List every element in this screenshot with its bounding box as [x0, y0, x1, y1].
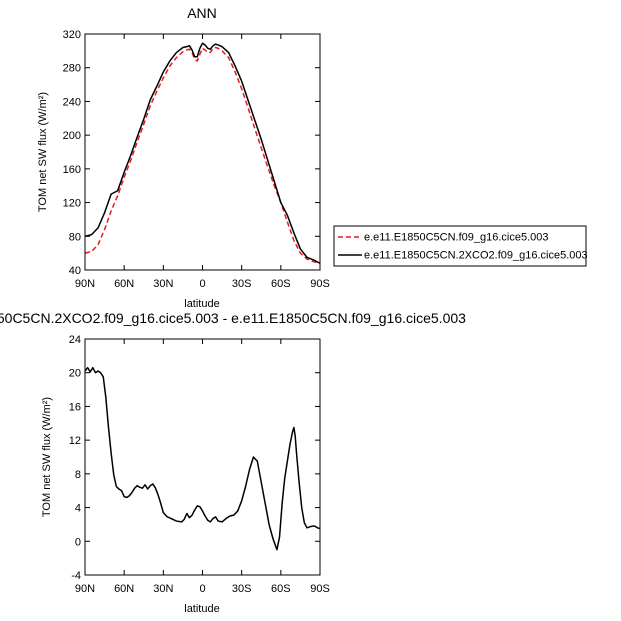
top-x-tick-label: 0: [199, 278, 205, 290]
bottom-y-tick-label: 24: [69, 334, 81, 346]
bottom-x-axis-label: latitude: [184, 603, 219, 615]
legend-label-series-1: e.e11.E1850C5CN.f09_g16.cice5.003: [364, 232, 549, 244]
bottom-y-tick-label: -4: [71, 570, 81, 582]
top-y-tick-label: 160: [63, 164, 81, 176]
top-ticks: 90N 60N 30N 0 30S 60S 90S 40 80 120 160 200 240 280 32…: [63, 29, 330, 290]
top-panel: ANN 90N 60N 30N 0 30S 60S 90S 40 80 120 160 200 240 2…: [37, 5, 330, 310]
top-x-tick-label: 60N: [114, 278, 134, 290]
bottom-x-tick-label: 90S: [310, 583, 330, 595]
top-y-tick-label: 280: [63, 63, 81, 75]
bottom-x-tick-label: 60N: [114, 583, 134, 595]
bottom-series-line-1: [84, 366, 321, 551]
bottom-y-axis-label: TOM net SW flux (W/m²): [41, 397, 53, 517]
top-y-tick-label: 40: [69, 265, 81, 277]
top-y-axis-label: TOM net SW flux (W/m²): [37, 92, 49, 212]
bottom-chart-title: e.e11.E1850C5CN.2XCO2.f09_g16.cice5.003 …: [0, 310, 466, 326]
bottom-panel: e.e11.E1850C5CN.2XCO2.f09_g16.cice5.003 …: [0, 310, 466, 615]
top-y-tick-label: 200: [63, 130, 81, 142]
top-y-tick-label: 320: [63, 29, 81, 41]
bottom-x-tick-label: 30N: [153, 583, 173, 595]
bottom-y-tick-label: 16: [69, 401, 81, 413]
bottom-ticks: 90N 60N 30N 0 30S 60S 90S -4 0 4 8 12 16 20 24: [69, 334, 330, 595]
bottom-y-tick-label: 0: [75, 536, 81, 548]
bottom-y-tick-label: 20: [69, 368, 81, 380]
bottom-y-tick-label: 4: [75, 503, 81, 515]
top-series-line-1: [84, 46, 321, 264]
bottom-x-tick-label: 30S: [232, 583, 252, 595]
top-y-tick-label: 120: [63, 198, 81, 210]
bottom-series-group: [84, 366, 321, 551]
top-x-tick-label: 90S: [310, 278, 330, 290]
bottom-x-tick-label: 90N: [75, 583, 95, 595]
top-plot-frame: [84, 33, 321, 271]
top-x-tick-label: 30S: [232, 278, 252, 290]
top-x-tick-label: 60S: [271, 278, 291, 290]
top-x-tick-label: 90N: [75, 278, 95, 290]
bottom-x-tick-label: 60S: [271, 583, 291, 595]
top-chart-title: ANN: [187, 5, 217, 21]
bottom-y-tick-label: 8: [75, 469, 81, 481]
bottom-plot-frame: [84, 338, 321, 576]
top-x-tick-label: 30N: [153, 278, 173, 290]
bottom-y-tick-label: 12: [69, 435, 81, 447]
legend-label-series-2: e.e11.E1850C5CN.2XCO2.f09_g16.cice5.003: [364, 250, 588, 262]
top-y-tick-label: 80: [69, 231, 81, 243]
top-series-group: [84, 42, 321, 264]
top-y-tick-label: 240: [63, 96, 81, 108]
bottom-x-tick-label: 0: [199, 583, 205, 595]
legend: e.e11.E1850C5CN.f09_g16.cice5.003 e.e11.…: [333, 225, 588, 267]
legend-box: [333, 225, 587, 267]
top-x-axis-label: latitude: [184, 298, 219, 310]
top-series-line-2: [84, 42, 321, 264]
